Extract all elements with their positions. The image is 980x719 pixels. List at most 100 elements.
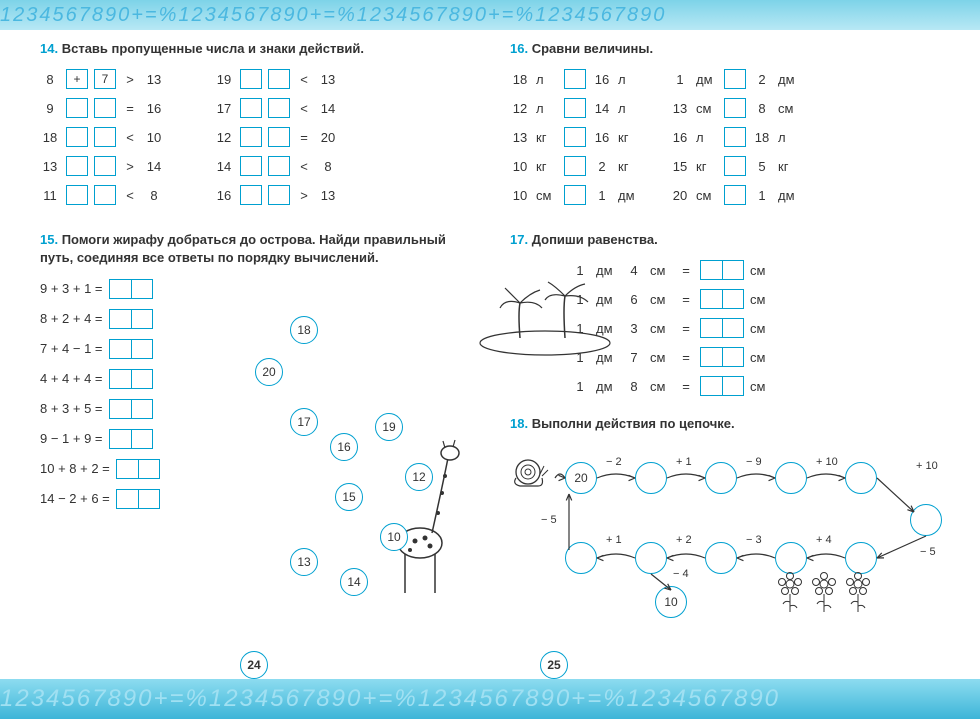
path-node: 19: [375, 413, 403, 441]
answer-box[interactable]: [700, 376, 744, 396]
ex16-title: Сравни величины.: [532, 41, 653, 56]
number-box[interactable]: [268, 69, 290, 89]
number-box[interactable]: [268, 156, 290, 176]
compare-box[interactable]: [724, 98, 746, 118]
ex17-title: Допиши равенства.: [532, 232, 658, 247]
path-node: 13: [290, 548, 318, 576]
ex18-num: 18.: [510, 416, 528, 431]
border-bottom-text: 1234567890+=%1234567890+=%1234567890+=%1…: [0, 679, 980, 719]
compare-box[interactable]: [564, 69, 586, 89]
path-node: 18: [290, 316, 318, 344]
ex18-title: Выполни действия по цепочке.: [532, 416, 735, 431]
exercise-16: 16. Сравни величины. 18л16л12л14л13кг16к…: [510, 40, 940, 213]
operator-box[interactable]: [66, 127, 88, 147]
ex14-row: 19<13: [214, 68, 338, 90]
ex15-equation: 10 + 8 + 2 =: [40, 458, 210, 480]
ex15-equation: 14 − 2 + 6 =: [40, 488, 210, 510]
ex16-row: 13см8см: [670, 97, 800, 119]
number-box[interactable]: [268, 185, 290, 205]
path-node: 20: [255, 358, 283, 386]
chain-op: − 4: [673, 568, 689, 580]
operator-box[interactable]: [66, 98, 88, 118]
ex15-num: 15.: [40, 232, 58, 247]
ex15-equation: 8 + 2 + 4 =: [40, 308, 210, 330]
number-box[interactable]: 7: [94, 69, 116, 89]
answer-box[interactable]: [116, 489, 160, 509]
ex14-row: 18<10: [40, 126, 164, 148]
compare-box[interactable]: [724, 185, 746, 205]
page-number-right: 25: [540, 651, 568, 679]
number-box[interactable]: [94, 98, 116, 118]
arrow-icon: [510, 444, 950, 614]
operator-box[interactable]: [240, 98, 262, 118]
answer-box[interactable]: [700, 260, 744, 280]
ex14-row: 16>13: [214, 184, 338, 206]
ex16-row: 10см1дм: [510, 184, 640, 206]
compare-box[interactable]: [724, 69, 746, 89]
ex15-equation: 4 + 4 + 4 =: [40, 368, 210, 390]
ex14-row: 9=16: [40, 97, 164, 119]
flower-icon: [843, 572, 873, 616]
ex15-equation: 8 + 3 + 5 =: [40, 398, 210, 420]
border-top-text: 1234567890+=%1234567890+=%1234567890+=%1…: [0, 0, 980, 30]
right-page: 16. Сравни величины. 18л16л12л14л13кг16к…: [510, 40, 940, 669]
ex16-row: 16л18л: [670, 126, 800, 148]
ex14-num: 14.: [40, 41, 58, 56]
path-node: 16: [330, 433, 358, 461]
operator-box[interactable]: +: [66, 69, 88, 89]
operator-box[interactable]: [240, 156, 262, 176]
flower-icon: [775, 572, 805, 616]
exercise-14: 14. Вставь пропущенные числа и знаки дей…: [40, 40, 470, 213]
answer-box[interactable]: [109, 369, 153, 389]
path-node: 15: [335, 483, 363, 511]
ex14-row: 14<8: [214, 155, 338, 177]
compare-box[interactable]: [724, 127, 746, 147]
answer-box[interactable]: [700, 289, 744, 309]
ex14-row: 12=20: [214, 126, 338, 148]
answer-box[interactable]: [109, 309, 153, 329]
compare-box[interactable]: [564, 185, 586, 205]
answer-box[interactable]: [116, 459, 160, 479]
ex16-row: 13кг16кг: [510, 126, 640, 148]
operator-box[interactable]: [66, 156, 88, 176]
giraffe-icon: [380, 438, 480, 598]
number-box[interactable]: [94, 156, 116, 176]
path-node: 10: [380, 523, 408, 551]
ex15-title: Помоги жирафу добраться до острова. Найд…: [40, 232, 446, 265]
operator-box[interactable]: [240, 69, 262, 89]
number-box[interactable]: [268, 98, 290, 118]
answer-box[interactable]: [109, 279, 153, 299]
ex14-row: 8+7>13: [40, 68, 164, 90]
answer-box[interactable]: [700, 318, 744, 338]
ex17-row: 1дм3см=см: [570, 317, 940, 339]
number-box[interactable]: [94, 127, 116, 147]
answer-box[interactable]: [109, 429, 153, 449]
ex17-row: 1дм8см=см: [570, 375, 940, 397]
page-number-left: 24: [240, 651, 268, 679]
ex17-row: 1дм7см=см: [570, 346, 940, 368]
answer-box[interactable]: [109, 339, 153, 359]
compare-box[interactable]: [564, 156, 586, 176]
ex14-row: 17<14: [214, 97, 338, 119]
compare-box[interactable]: [564, 98, 586, 118]
ex16-num: 16.: [510, 41, 528, 56]
operator-box[interactable]: [240, 127, 262, 147]
ex15-equation: 9 − 1 + 9 =: [40, 428, 210, 450]
path-node: 17: [290, 408, 318, 436]
left-page: 14. Вставь пропущенные числа и знаки дей…: [40, 40, 470, 669]
answer-box[interactable]: [109, 399, 153, 419]
compare-box[interactable]: [564, 127, 586, 147]
compare-box[interactable]: [724, 156, 746, 176]
ex16-row: 12л14л: [510, 97, 640, 119]
operator-box[interactable]: [66, 185, 88, 205]
ex16-row: 20см1дм: [670, 184, 800, 206]
answer-box[interactable]: [700, 347, 744, 367]
number-box[interactable]: [268, 127, 290, 147]
operator-box[interactable]: [240, 185, 262, 205]
ex16-row: 10кг2кг: [510, 155, 640, 177]
ex14-title: Вставь пропущенные числа и знаки действи…: [62, 41, 364, 56]
ex16-row: 15кг5кг: [670, 155, 800, 177]
number-box[interactable]: [94, 185, 116, 205]
ex14-row: 13>14: [40, 155, 164, 177]
ex15-equation: 9 + 3 + 1 =: [40, 278, 210, 300]
